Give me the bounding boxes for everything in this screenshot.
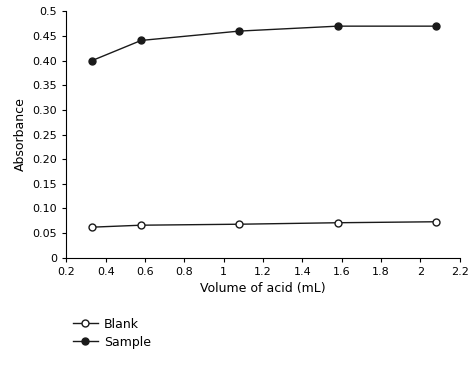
Sample [237, 29, 242, 33]
Legend: Blank, Sample: Blank, Sample [73, 318, 151, 349]
Sample [433, 24, 439, 28]
Blank [237, 222, 242, 227]
X-axis label: Volume of acid (mL): Volume of acid (mL) [200, 282, 326, 295]
Sample [335, 24, 341, 28]
Y-axis label: Absorbance: Absorbance [14, 98, 27, 171]
Blank [433, 219, 439, 224]
Sample [138, 38, 144, 43]
Line: Blank: Blank [89, 218, 440, 231]
Blank [138, 223, 144, 227]
Sample [89, 58, 95, 63]
Blank [335, 221, 341, 225]
Line: Sample: Sample [89, 23, 440, 64]
Blank [89, 225, 95, 229]
